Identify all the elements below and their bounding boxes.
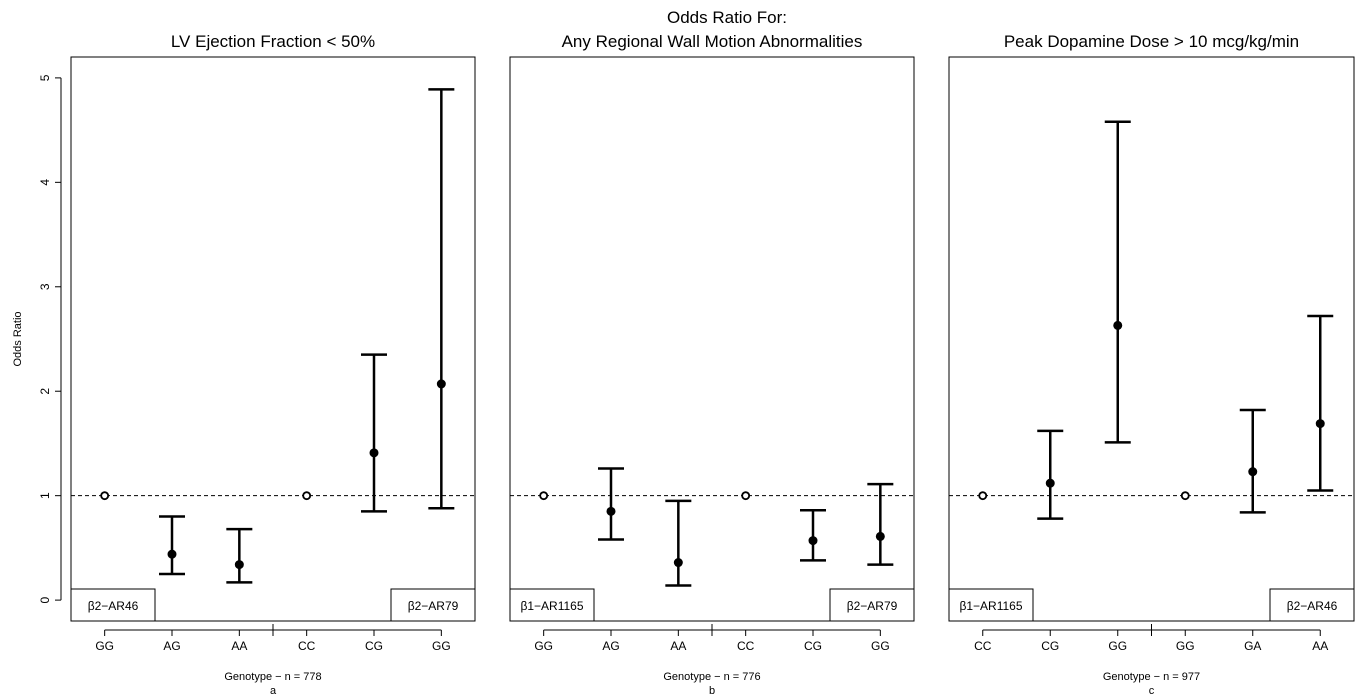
x-tick-label: GG <box>1176 639 1195 653</box>
x-tick-label: AA <box>231 639 247 653</box>
panel-1: LV Ejection Fraction < 50% 0 1 2 3 4 5 GG AG AA CC… <box>38 32 475 697</box>
group-label: β2−AR79 <box>847 599 898 613</box>
estimate-point <box>168 550 176 558</box>
plot-frame <box>510 57 914 621</box>
panel-title: Peak Dopamine Dose > 10 mcg/kg/min <box>1004 32 1299 51</box>
x-tick-label: GG <box>95 639 114 653</box>
estimate-point <box>1316 420 1324 428</box>
estimate-point <box>1046 479 1054 487</box>
panel-title: LV Ejection Fraction < 50% <box>171 32 375 51</box>
reference-point <box>1182 492 1189 499</box>
group-label: β2−AR46 <box>1287 599 1338 613</box>
y-tick-label: 0 <box>38 596 52 603</box>
panel-sublabel: a <box>270 685 277 697</box>
panels: LV Ejection Fraction < 50% 0 1 2 3 4 5 GG AG AA CC… <box>38 32 1354 697</box>
estimate-point <box>235 561 243 569</box>
estimate-point <box>674 559 682 567</box>
x-tick-label: AA <box>670 639 686 653</box>
estimate-point <box>876 532 884 540</box>
x-tick-label: GA <box>1244 639 1261 653</box>
reference-point <box>540 492 547 499</box>
y-tick-label: 2 <box>38 388 52 395</box>
x-tick-label: CC <box>737 639 755 653</box>
y-tick-label: 1 <box>38 492 52 499</box>
x-axis-label: Genotype − n = 776 <box>663 671 760 683</box>
x-tick-label: CC <box>974 639 992 653</box>
reference-point <box>101 492 108 499</box>
x-tick-label: CG <box>1041 639 1059 653</box>
panel-sublabel: b <box>709 685 715 697</box>
x-axis-label: Genotype − n = 778 <box>224 671 321 683</box>
reference-point <box>742 492 749 499</box>
estimate-point <box>607 507 615 515</box>
panel-3: Peak Dopamine Dose > 10 mcg/kg/min CC CG GG… <box>949 32 1354 697</box>
y-tick-label: 4 <box>38 179 52 186</box>
x-axis-label: Genotype − n = 977 <box>1103 671 1200 683</box>
estimate-point <box>370 449 378 457</box>
panel-2: Any Regional Wall Motion Abnormalities GG… <box>510 32 914 697</box>
estimate-point <box>437 380 445 388</box>
plot-frame <box>71 57 475 621</box>
x-tick-label: GG <box>432 639 451 653</box>
x-tick-label: CG <box>804 639 822 653</box>
figure-supertitle: Odds Ratio For: <box>667 8 787 27</box>
panel-sublabel: c <box>1149 685 1155 697</box>
reference-point <box>303 492 310 499</box>
x-tick-label: CG <box>365 639 383 653</box>
y-axis-label: Odds Ratio <box>12 311 24 366</box>
estimate-point <box>1114 321 1122 329</box>
group-label: β1−AR1165 <box>959 599 1022 613</box>
x-tick-label: GG <box>871 639 890 653</box>
x-tick-label: AG <box>163 639 180 653</box>
x-tick-label: CC <box>298 639 316 653</box>
y-tick-label: 5 <box>38 74 52 81</box>
y-tick-label: 3 <box>38 283 52 290</box>
group-label: β2−AR46 <box>88 599 139 613</box>
estimate-point <box>809 537 817 545</box>
plot-frame <box>949 57 1354 621</box>
group-label: β1−AR1165 <box>520 599 583 613</box>
group-label: β2−AR79 <box>408 599 459 613</box>
x-tick-label: AA <box>1312 639 1328 653</box>
reference-point <box>979 492 986 499</box>
x-tick-label: GG <box>534 639 553 653</box>
x-tick-label: GG <box>1108 639 1127 653</box>
x-tick-label: AG <box>602 639 619 653</box>
panel-title: Any Regional Wall Motion Abnormalities <box>562 32 863 51</box>
estimate-point <box>1249 468 1257 476</box>
